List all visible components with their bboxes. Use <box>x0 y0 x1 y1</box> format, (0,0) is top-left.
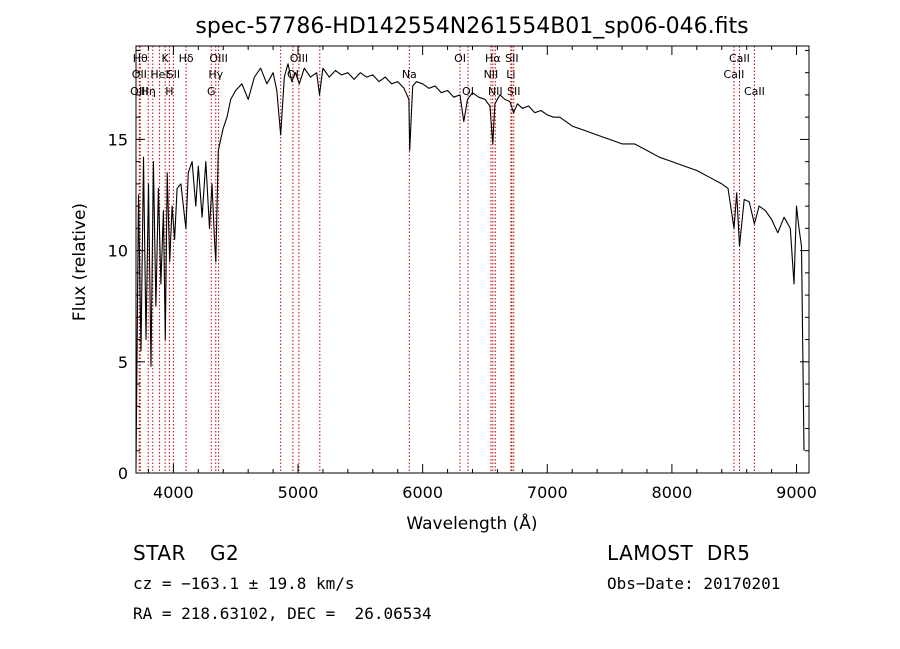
line-label: Hδ <box>179 52 194 65</box>
y-axis-label: Flux (relative) <box>70 203 90 321</box>
line-label: Hα <box>485 52 501 65</box>
line-label: SII <box>507 85 520 98</box>
line-label: Li <box>506 68 515 81</box>
x-tick-label: 8000 <box>652 483 693 502</box>
observation-date: Obs−Date: 20170201 <box>607 574 781 593</box>
spectral-line-markers <box>138 46 755 473</box>
y-tick-label: 0 <box>118 464 128 483</box>
line-label: CaII <box>724 68 745 81</box>
redshift-velocity: cz = −163.1 ± 19.8 km/s <box>133 574 355 593</box>
line-label: Hθ <box>133 52 148 65</box>
x-axis-label: Wavelength (Å) <box>406 512 537 534</box>
line-label: Hη <box>141 85 156 98</box>
spectral-line-labels: HθOIIOIIIHηHeIKHSIIHδGHγOIIIOIOIIINaOIOI… <box>130 52 765 98</box>
chart-title: spec-57786-HD142554N261554B01_sp06-046.f… <box>195 14 748 39</box>
x-axis-ticks: 4000 5000 6000 7000 8000 9000 <box>147 46 817 502</box>
survey-name: LAMOST DR5 <box>607 541 751 565</box>
line-label: SII <box>167 68 180 81</box>
y-tick-label: 15 <box>108 130 128 149</box>
line-label: H <box>165 85 173 98</box>
line-label: OIII <box>290 52 308 65</box>
line-label: OI <box>462 85 474 98</box>
line-label: SII <box>505 52 518 65</box>
spectral-subclass: G2 <box>210 541 240 565</box>
spectrum-line <box>135 63 805 469</box>
line-label: Na <box>402 68 417 81</box>
y-tick-label: 5 <box>118 353 128 372</box>
x-tick-label: 5000 <box>278 483 319 502</box>
x-tick-label: 7000 <box>527 483 568 502</box>
spectrum-series <box>135 63 805 469</box>
x-tick-label: 9000 <box>776 483 817 502</box>
object-type: STAR <box>133 541 186 565</box>
line-label: OIII <box>209 52 227 65</box>
line-label: K <box>162 52 170 65</box>
line-label: G <box>207 85 216 98</box>
plot-frame <box>135 45 810 474</box>
line-label: NII <box>488 85 503 98</box>
line-label: HeI <box>150 68 168 81</box>
line-label: OI <box>287 68 299 81</box>
x-tick-label: 6000 <box>402 483 443 502</box>
line-label: OI <box>454 52 466 65</box>
line-label: Hγ <box>208 68 223 81</box>
x-tick-label: 4000 <box>153 483 194 502</box>
y-tick-label: 10 <box>108 242 128 261</box>
line-label: CaII <box>729 52 750 65</box>
line-label: OII <box>132 68 147 81</box>
line-label: OIII <box>130 85 148 98</box>
line-label: CaII <box>744 85 765 98</box>
coordinates: RA = 218.63102, DEC = 26.06534 <box>133 604 432 623</box>
line-label: NII <box>484 68 499 81</box>
y-axis-ticks: 0 5 10 15 <box>108 49 809 483</box>
